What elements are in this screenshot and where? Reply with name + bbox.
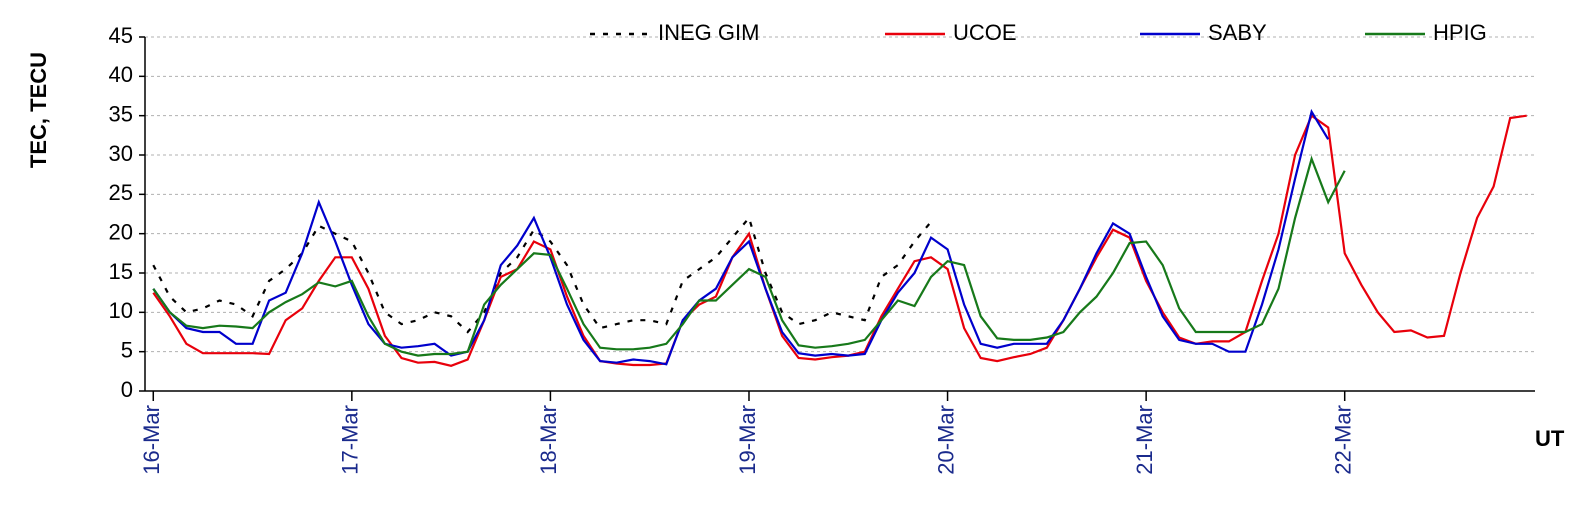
series-line — [152, 114, 1527, 367]
legend-label: INEG GIM — [658, 20, 759, 45]
x-tick-label: 19-Mar — [735, 405, 760, 475]
y-tick-label: 35 — [109, 101, 133, 126]
y-tick-label: 20 — [109, 219, 133, 244]
legend-label: HPIG — [1433, 20, 1487, 45]
y-tick-label: 10 — [109, 298, 133, 323]
y-tick-label: 30 — [109, 141, 133, 166]
y-tick-label: 40 — [109, 62, 133, 87]
x-tick-label: 20-Mar — [933, 405, 958, 475]
series-line — [152, 155, 1346, 357]
x-tick-label: 22-Mar — [1331, 405, 1356, 475]
y-tick-label: 25 — [109, 180, 133, 205]
y-tick-label: 45 — [109, 23, 133, 48]
legend-label: UCOE — [953, 20, 1017, 45]
x-tick-label: 16-Mar — [139, 405, 164, 475]
legend-label: SABY — [1208, 20, 1267, 45]
y-tick-label: 5 — [121, 337, 133, 362]
y-tick-label: 15 — [109, 259, 133, 284]
series-line — [152, 108, 1330, 366]
y-axis-label: TEC, TECU — [26, 52, 51, 168]
x-tick-label: 21-Mar — [1132, 405, 1157, 475]
x-axis-label: UT — [1535, 426, 1565, 451]
x-tick-label: 17-Mar — [338, 405, 363, 475]
x-tick-label: 18-Mar — [536, 405, 561, 475]
y-tick-label: 0 — [121, 377, 133, 402]
